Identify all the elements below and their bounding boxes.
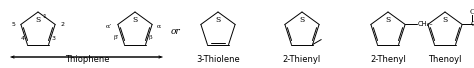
- Text: S: S: [385, 16, 391, 24]
- Text: 4: 4: [20, 36, 25, 41]
- Text: S: S: [442, 16, 447, 24]
- Text: 3-Thiolene: 3-Thiolene: [196, 55, 240, 65]
- Text: Thenoyl: Thenoyl: [428, 55, 462, 65]
- Text: α’: α’: [106, 24, 112, 29]
- Text: β: β: [149, 35, 153, 40]
- Text: 2-Thenyl: 2-Thenyl: [370, 55, 406, 65]
- Text: 2: 2: [60, 22, 64, 27]
- Text: 5: 5: [12, 22, 16, 27]
- Text: S: S: [132, 16, 137, 24]
- Text: α: α: [157, 24, 161, 29]
- Text: 2-Thienyl: 2-Thienyl: [283, 55, 321, 65]
- Text: or: or: [170, 27, 180, 37]
- Text: S: S: [36, 16, 41, 24]
- Text: 1: 1: [42, 14, 46, 18]
- Text: C: C: [470, 20, 474, 28]
- Text: S: S: [300, 16, 305, 24]
- Text: O: O: [470, 8, 474, 16]
- Text: CH₂–: CH₂–: [418, 21, 434, 27]
- Text: Thiophene: Thiophene: [65, 55, 109, 65]
- Text: β’: β’: [114, 35, 119, 40]
- Text: S: S: [215, 16, 220, 24]
- Text: 3: 3: [52, 36, 55, 41]
